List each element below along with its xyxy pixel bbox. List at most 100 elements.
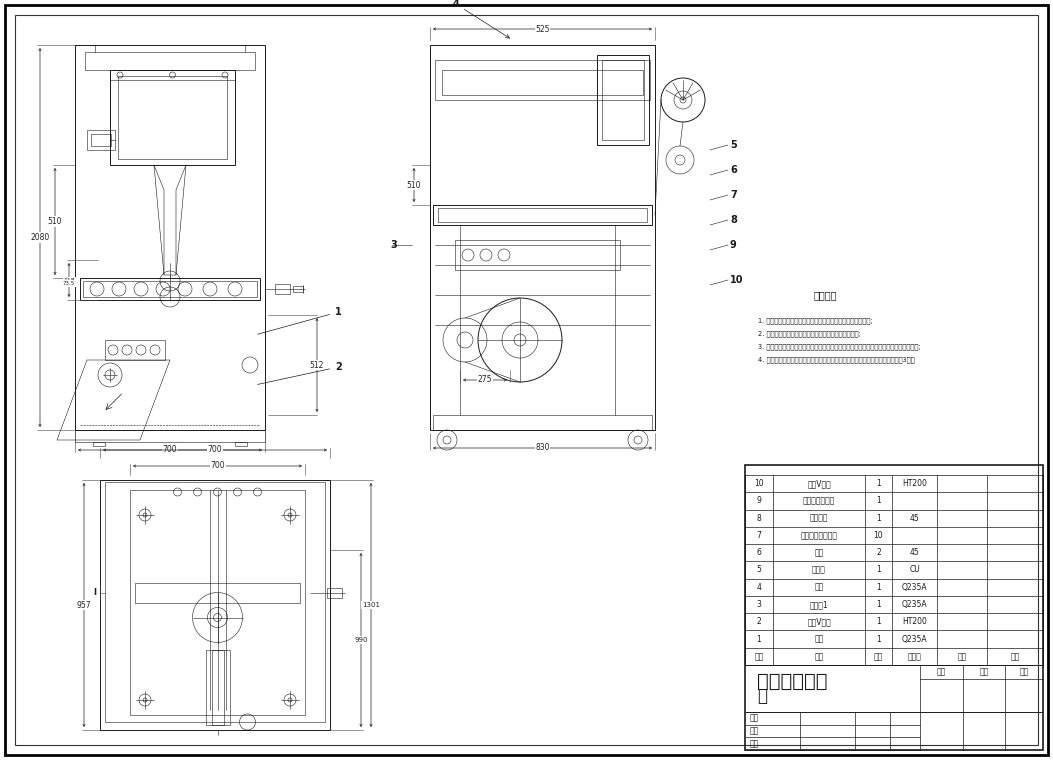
Text: 1: 1 bbox=[876, 514, 881, 523]
Text: 7: 7 bbox=[730, 190, 737, 200]
Text: Q235A: Q235A bbox=[901, 600, 928, 609]
Text: 700: 700 bbox=[162, 445, 177, 454]
Text: 5: 5 bbox=[730, 140, 737, 150]
Text: 2: 2 bbox=[258, 362, 342, 385]
Bar bbox=[327, 587, 342, 597]
Text: HT200: HT200 bbox=[902, 479, 927, 488]
Text: 4. 安装前注意安全用具，各用料可用挡片润滑处置。同一套要件须量不能被搭配3片。: 4. 安装前注意安全用具，各用料可用挡片润滑处置。同一套要件须量不能被搭配3片。 bbox=[758, 356, 915, 363]
Text: 957: 957 bbox=[77, 600, 92, 610]
Bar bbox=[75, 430, 265, 442]
Text: 校对: 校对 bbox=[750, 727, 759, 736]
Text: 组配体: 组配体 bbox=[908, 652, 921, 661]
Text: 数量: 数量 bbox=[874, 652, 883, 661]
Text: 1: 1 bbox=[876, 635, 881, 644]
Text: 技术要求: 技术要求 bbox=[813, 290, 837, 300]
Text: 6: 6 bbox=[730, 165, 737, 175]
Text: CU: CU bbox=[909, 565, 920, 575]
Bar bbox=[135, 582, 300, 603]
Text: 1: 1 bbox=[258, 307, 342, 334]
Text: 510: 510 bbox=[406, 181, 421, 189]
Text: 9: 9 bbox=[756, 496, 761, 505]
Text: 1: 1 bbox=[876, 617, 881, 626]
Bar bbox=[275, 284, 290, 294]
Text: 9: 9 bbox=[730, 240, 737, 250]
Text: 1: 1 bbox=[876, 479, 881, 488]
Text: 传动轴1: 传动轴1 bbox=[810, 600, 829, 609]
Text: 机: 机 bbox=[757, 686, 767, 705]
Text: 2: 2 bbox=[876, 548, 881, 557]
Text: 10: 10 bbox=[754, 479, 763, 488]
Bar bbox=[433, 415, 652, 430]
Text: 3: 3 bbox=[756, 600, 761, 609]
Text: I: I bbox=[94, 588, 97, 597]
Text: 液体自动包装: 液体自动包装 bbox=[757, 672, 828, 691]
Bar bbox=[746, 465, 1044, 750]
Text: 1: 1 bbox=[876, 600, 881, 609]
Bar bbox=[118, 76, 227, 159]
Text: 4: 4 bbox=[756, 583, 761, 592]
Text: 张数: 张数 bbox=[1019, 667, 1029, 676]
Text: 2: 2 bbox=[757, 617, 761, 626]
Text: 8: 8 bbox=[730, 215, 737, 225]
Bar bbox=[235, 442, 247, 446]
Bar bbox=[105, 482, 325, 722]
Bar bbox=[602, 60, 644, 140]
Text: 6: 6 bbox=[756, 548, 761, 557]
Bar bbox=[87, 130, 115, 150]
Bar bbox=[93, 442, 105, 446]
Text: Q235A: Q235A bbox=[901, 583, 928, 592]
Bar bbox=[442, 70, 643, 95]
Text: 73.5: 73.5 bbox=[63, 281, 75, 286]
Text: 1: 1 bbox=[876, 496, 881, 505]
Text: 内六角圆柱头螺钉: 内六角圆柱头螺钉 bbox=[800, 531, 837, 540]
Text: 10: 10 bbox=[730, 275, 743, 285]
Text: 1. 装配前，所有零件应用煤油或汽油清洗干净，无油垢、异物;: 1. 装配前，所有零件应用煤油或汽油清洗干净，无油垢、异物; bbox=[758, 317, 873, 324]
Text: 3. 调整要求：各零件工装夹具所有孔的形位公差符合图纸要求，外表面须满意表面光洁度;: 3. 调整要求：各零件工装夹具所有孔的形位公差符合图纸要求，外表面须满意表面光洁… bbox=[758, 343, 920, 350]
Text: A: A bbox=[217, 449, 222, 455]
Bar bbox=[110, 70, 235, 165]
Text: 1: 1 bbox=[757, 635, 761, 644]
Text: 45: 45 bbox=[910, 514, 919, 523]
Bar bbox=[75, 45, 265, 430]
Text: 机架: 机架 bbox=[814, 635, 823, 644]
Text: 序号: 序号 bbox=[754, 652, 763, 661]
Text: 525: 525 bbox=[535, 24, 550, 33]
Text: 审核: 审核 bbox=[750, 714, 759, 723]
Bar bbox=[83, 281, 257, 297]
Text: 3: 3 bbox=[390, 240, 397, 250]
Text: 名称: 名称 bbox=[814, 652, 823, 661]
Text: 700: 700 bbox=[207, 445, 222, 454]
Bar bbox=[433, 205, 652, 225]
Bar bbox=[85, 52, 255, 70]
Bar bbox=[91, 134, 111, 146]
Bar bbox=[293, 286, 303, 292]
Text: 10: 10 bbox=[874, 531, 883, 540]
Text: 重量: 重量 bbox=[979, 667, 989, 676]
Text: 比例: 比例 bbox=[937, 667, 947, 676]
Text: 热封板: 热封板 bbox=[812, 565, 826, 575]
Text: 7: 7 bbox=[756, 531, 761, 540]
Text: 1: 1 bbox=[876, 565, 881, 575]
Text: 8: 8 bbox=[757, 514, 761, 523]
Bar bbox=[435, 60, 650, 100]
Text: 2080: 2080 bbox=[31, 233, 49, 242]
Text: 5: 5 bbox=[756, 565, 761, 575]
Text: 830: 830 bbox=[535, 444, 550, 452]
Text: HT200: HT200 bbox=[902, 617, 927, 626]
Bar bbox=[212, 650, 223, 725]
Text: 990: 990 bbox=[354, 637, 367, 643]
Text: 4: 4 bbox=[453, 0, 510, 38]
Text: 700: 700 bbox=[211, 461, 224, 470]
Bar bbox=[105, 340, 165, 360]
Bar bbox=[130, 490, 305, 715]
Text: 2. 装配后，各运动部件是否活动自如，不得卡死、异常;: 2. 装配后，各运动部件是否活动自如，不得卡死、异常; bbox=[758, 330, 860, 337]
Text: 规格: 规格 bbox=[957, 652, 967, 661]
Text: 275: 275 bbox=[478, 375, 492, 385]
Text: 510: 510 bbox=[47, 217, 62, 226]
Text: 主动V带轮: 主动V带轮 bbox=[808, 617, 831, 626]
Bar bbox=[205, 650, 230, 725]
Text: 导杆: 导杆 bbox=[814, 548, 823, 557]
Bar bbox=[455, 240, 620, 270]
Text: 45: 45 bbox=[910, 548, 919, 557]
Text: 制图: 制图 bbox=[750, 739, 759, 748]
